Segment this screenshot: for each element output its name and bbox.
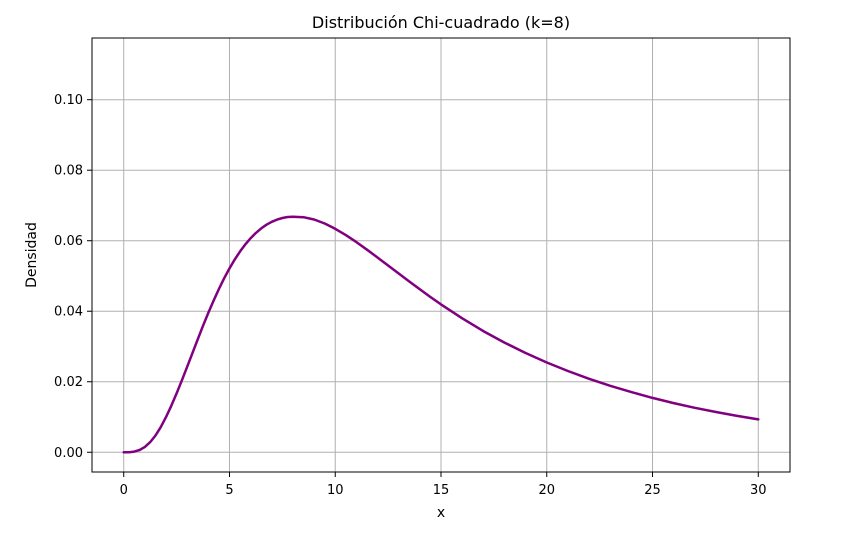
x-tick-label: 30 <box>750 483 767 498</box>
grid-horizontal <box>92 99 790 453</box>
y-tick-label: 0.06 <box>54 234 83 249</box>
y-tick-label: 0.00 <box>54 446 83 461</box>
y-axis-label: Densidad <box>24 222 40 288</box>
x-tick-label: 25 <box>644 483 661 498</box>
y-axis-ticks: 0.00 0.02 0.04 0.06 0.08 0.10 <box>54 93 92 461</box>
x-axis-ticks: 0 5 10 15 20 25 30 <box>120 472 767 498</box>
series-line <box>122 215 760 454</box>
x-tick-label: 20 <box>538 483 555 498</box>
x-tick-label: 10 <box>327 483 344 498</box>
x-tick-label: 15 <box>433 483 450 498</box>
x-tick-label: 0 <box>120 483 128 498</box>
y-tick-label: 0.10 <box>54 93 83 108</box>
series-layer <box>122 215 760 454</box>
y-tick-label: 0.02 <box>54 375 83 390</box>
chart-title: Distribución Chi-cuadrado (k=8) <box>312 13 570 32</box>
y-tick-label: 0.04 <box>54 305 83 320</box>
grid-vertical <box>123 38 759 472</box>
x-axis-label: x <box>437 505 445 521</box>
y-tick-label: 0.08 <box>54 164 83 179</box>
x-tick-label: 5 <box>225 483 233 498</box>
